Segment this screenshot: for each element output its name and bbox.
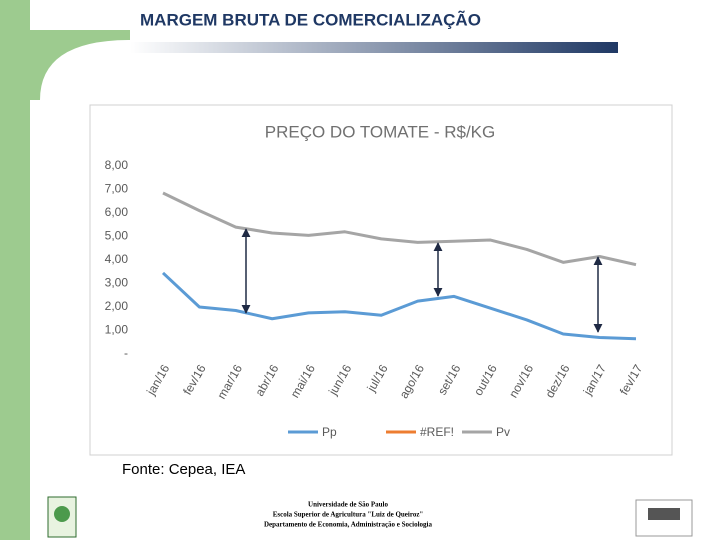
y-tick-label: 5,00 [105,229,129,243]
y-tick-label: 3,00 [105,276,129,290]
title-rule [130,42,618,53]
title-band [130,0,720,40]
source: Fonte: Cepea, IEA [122,461,245,478]
y-tick-label: 1,00 [105,323,129,337]
logo-right-emblem [648,508,680,520]
slide-title: MARGEM BRUTA DE COMERCIALIZAÇÃO [140,9,481,29]
series-line [162,191,637,267]
logo-left-emblem [54,506,70,522]
y-tick-label: - [124,346,128,360]
footer-line: Universidade de São Paulo [308,501,388,509]
y-tick-label: 7,00 [105,182,129,196]
legend-label: #REF! [420,425,454,439]
chart-title: PREÇO DO TOMATE - R$/KG [265,122,495,141]
side-bar [0,0,30,540]
chart-frame [89,104,673,456]
y-tick-label: 4,00 [105,252,129,266]
footer-line: Escola Superior de Agricultura "Luiz de … [273,511,424,519]
arrows [241,228,603,333]
corner-shape [30,30,130,100]
footer-line: Departamento de Economia, Administração … [264,521,432,529]
y-tick-label: 8,00 [105,158,129,172]
y-tick-label: 6,00 [105,205,129,219]
legend-label: Pv [496,425,510,439]
legend-label: Pp [322,425,337,439]
y-tick-label: 2,00 [105,299,129,313]
